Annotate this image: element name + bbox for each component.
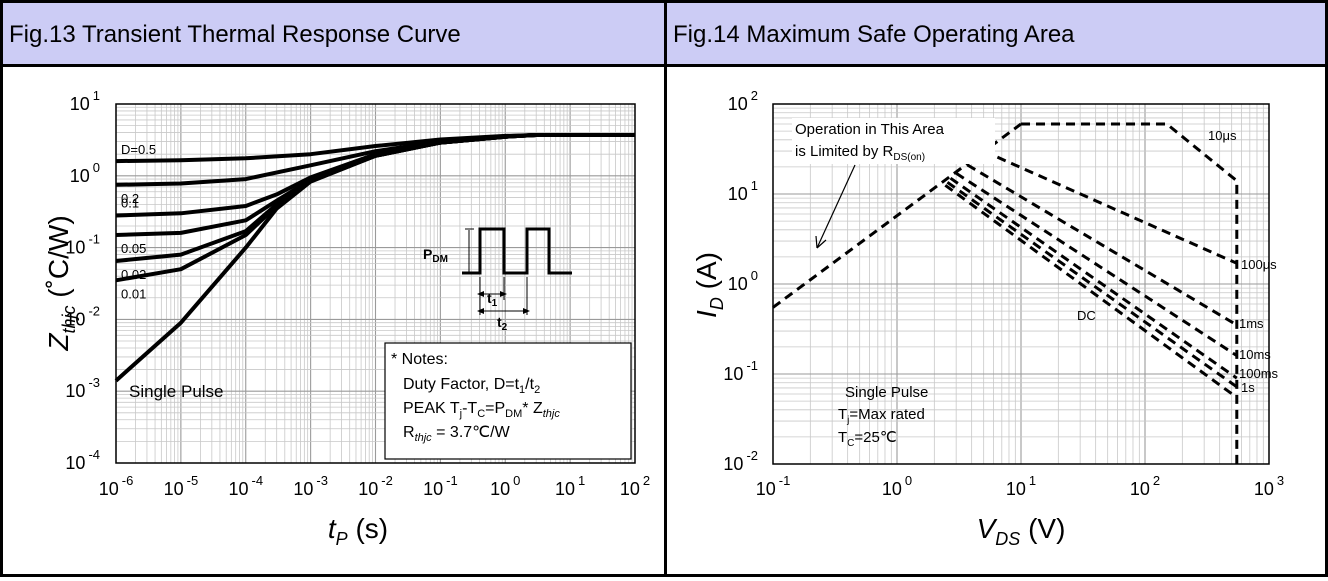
fig13-x-axis-title: tP (s) [328, 513, 388, 549]
tick-label: 10 -1 [723, 358, 758, 384]
fig14-header: Fig.14 Maximum Safe Operating Area [667, 3, 1325, 67]
tick-label: 10 -5 [164, 473, 199, 499]
tick-label: 10 1 [70, 88, 100, 114]
soa-line-label: DC [1077, 308, 1096, 323]
fig14-x-axis-title: VDS (V) [977, 513, 1066, 549]
tick-label: 10 -4 [228, 473, 263, 499]
soa-line-100-s [983, 149, 1238, 265]
fig13-header: Fig.13 Transient Thermal Response Curve [3, 3, 664, 67]
soa-line-label: 1ms [1239, 316, 1264, 331]
t2-label: t2 [497, 314, 508, 333]
tick-label: 10 -3 [65, 375, 100, 401]
tick-label: 10 1 [555, 473, 585, 499]
tick-label: 10 2 [1130, 473, 1160, 499]
fig13-curve-labels: D=0.5 0.20.1 0.05 0.02 0.01 Single Pulse [121, 142, 224, 401]
tick-label: 10 1 [728, 178, 758, 204]
notes-heading: * Notes: [391, 351, 448, 368]
soa-line-10-s [1021, 122, 1239, 464]
curve-label: Single Pulse [129, 382, 224, 401]
fig14-plot-frame [772, 103, 1270, 465]
soa-line-1ms [966, 163, 1238, 327]
curve-single-pulse [114, 133, 635, 383]
t1-label: t1 [487, 290, 498, 309]
tick-label: 10 0 [490, 473, 520, 499]
curve-label: 0.1 [121, 196, 139, 211]
pdm-label: PDM [423, 246, 448, 265]
soa-line-label: 100μs [1241, 257, 1277, 272]
curve-label: D=0.5 [121, 142, 156, 157]
tick-label: 10 -2 [358, 473, 393, 499]
tick-label: 10 -6 [99, 473, 134, 499]
annotation-arrowhead [815, 235, 827, 249]
soa-line-10ms [955, 172, 1238, 357]
rdson-annotation-line1: Operation in This Area [795, 121, 945, 138]
fig14-y-axis-title: ID (A) [691, 252, 727, 318]
conditions-tc: TC=25℃ [838, 429, 897, 449]
conditions-tj: Tj=Max rated [838, 406, 925, 426]
fig14-title: Fig.14 Maximum Safe Operating Area [673, 21, 1075, 48]
curve-label: 0.2 [121, 191, 139, 206]
rdson-annotation-line2: is Limited by RDS(on) [795, 143, 925, 163]
tick-label: 10 0 [882, 473, 912, 499]
fig13-notes-box: * Notes: Duty Factor, D=t1/t2 PEAK Tj-TC… [384, 342, 632, 460]
tick-label: 10 -1 [65, 232, 100, 258]
tick-label: 10 0 [728, 268, 758, 294]
soa-line-dc [944, 184, 1238, 399]
soa-line-label: 1s [1241, 380, 1255, 395]
fig14-conditions: Single Pulse Tj=Max rated TC=25℃ [838, 384, 928, 449]
notes-rthjc: Rthjc = 3.7℃/W [403, 424, 511, 444]
curve-label: 0.01 [121, 286, 146, 301]
notes-duty-factor: Duty Factor, D=t1/t2 [403, 376, 540, 396]
curve-label: 0.05 [121, 241, 146, 256]
conditions-single-pulse: Single Pulse [845, 384, 928, 401]
pulse-waveform-inset: PDM t1 t2 [423, 227, 572, 333]
fig13-y-axis-title: Zthjc (˚C/W) [43, 215, 79, 351]
tick-label: 10 2 [728, 88, 758, 114]
tick-label: 10 -2 [723, 448, 758, 474]
tick-label: 10 2 [620, 473, 650, 499]
tick-label: 10 -1 [423, 473, 458, 499]
tick-label: 10 3 [1254, 473, 1284, 499]
tick-label: 10 -3 [293, 473, 328, 499]
fig13-x-ticks: 10 -6 10 -5 10 -4 10 -3 10 -2 10 -1 10 0 10 1 10 2 [99, 473, 650, 499]
rdson-annotation: Operation in This Area is Limited by RDS… [792, 118, 995, 249]
fig13-plot-frame [115, 103, 636, 464]
soa-line-label: 10ms [1239, 347, 1271, 362]
fig13-curves [114, 133, 635, 383]
fig14-x-ticks: 10 -1 10 0 10 1 10 2 10 3 [756, 473, 1284, 499]
soa-line-100ms [949, 176, 1238, 380]
notes-peak-formula: PEAK Tj-TC=PDM* Zthjc [403, 400, 560, 420]
fig13-title: Fig.13 Transient Thermal Response Curve [9, 21, 461, 48]
tick-label: 10 -1 [756, 473, 791, 499]
tick-label: 10 0 [70, 160, 100, 186]
soa-line-label: 10μs [1208, 128, 1237, 143]
curve-label: 0.02 [121, 267, 146, 282]
tick-label: 10 1 [1006, 473, 1036, 499]
pulse-waveform [462, 227, 572, 275]
soa-line-label: 100ms [1239, 366, 1279, 381]
tick-label: 10 -4 [65, 447, 100, 473]
tick-label: 10 -2 [65, 303, 100, 329]
annotation-arrow [816, 164, 856, 249]
